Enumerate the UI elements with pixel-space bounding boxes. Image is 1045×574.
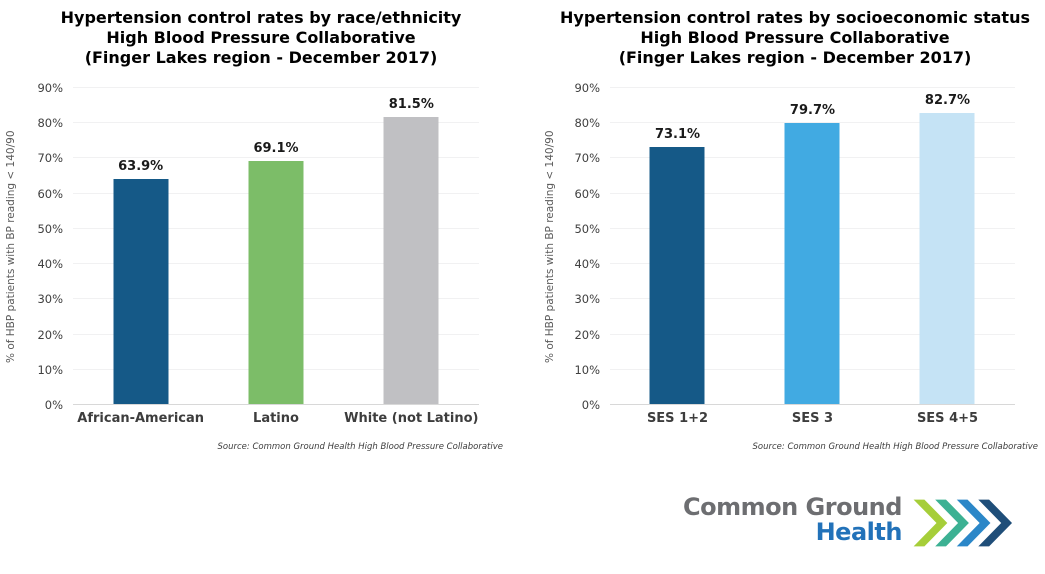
chart-title-line: Hypertension control rates by race/ethni… <box>60 8 462 27</box>
gridline-70 <box>73 157 479 159</box>
plot-area: 0% 10% 20% 30% 40% 50% 60% 70% 80% 90% 73.1% 79.7% 8… <box>574 81 1015 412</box>
y-tick-80: 80% <box>574 116 600 131</box>
x-label-ses-4-5: SES 4+5 <box>916 411 979 426</box>
bar-column-white-not-latino: 81.5% <box>344 88 479 405</box>
x-label-white-not-latino: White (not Latino) <box>344 411 479 426</box>
logo-wordmark: Common Ground Health <box>683 495 902 545</box>
bar-ses-3 <box>784 123 840 404</box>
chart-title: Hypertension control rates by race/ethni… <box>0 8 522 68</box>
y-tick-60: 60% <box>37 186 63 201</box>
bar-ses-4-5 <box>919 112 975 404</box>
y-tick-0: 0% <box>581 398 600 412</box>
y-tick-40: 40% <box>574 257 600 272</box>
chart-title-line: (Finger Lakes region - December 2017) <box>618 48 972 67</box>
chart-title-line: Hypertension control rates by socioecono… <box>560 8 1030 27</box>
x-label-ses-1-2: SES 1+2 <box>646 411 709 426</box>
bar-value-label: 69.1% <box>253 140 299 156</box>
logo-line2: Health <box>815 518 903 546</box>
y-axis-label: % of HBP patients with BP reading < 140/… <box>5 130 17 363</box>
y-tick-20: 20% <box>37 327 63 342</box>
chart-title-line: (Finger Lakes region - December 2017) <box>84 48 438 67</box>
y-tick-80: 80% <box>37 116 63 131</box>
chart-socioeconomic-status: Hypertension control rates by socioecono… <box>523 0 1045 465</box>
chart-title-line: High Blood Pressure Collaborative <box>640 28 950 47</box>
bar-column-latino: 69.1% <box>208 88 343 405</box>
y-axis-label: % of HBP patients with BP reading < 140/… <box>544 130 556 363</box>
y-tick-70: 70% <box>37 151 63 166</box>
source-note: Source: Common Ground Health High Blood … <box>752 442 1038 452</box>
bar-column-ses-4-5: 82.7% <box>880 88 1015 405</box>
bar-ses-1-2 <box>649 146 705 404</box>
gridline-90 <box>73 87 479 88</box>
chevron-icon <box>953 498 993 548</box>
chart-race-ethnicity: Hypertension control rates by race/ethni… <box>0 0 522 465</box>
bar-column-ses-1-2: 73.1% <box>610 88 745 405</box>
chevron-icon <box>931 498 971 548</box>
chevron-icon <box>910 498 950 548</box>
source-note: Source: Common Ground Health High Blood … <box>217 442 503 452</box>
y-tick-10: 10% <box>37 362 63 377</box>
x-axis-line <box>73 404 479 405</box>
x-axis-line <box>610 404 1015 405</box>
x-label-ses-3: SES 3 <box>791 411 834 426</box>
y-tick-10: 10% <box>574 362 600 377</box>
gridline-80 <box>610 122 1015 124</box>
y-tick-20: 20% <box>574 327 600 342</box>
y-tick-50: 50% <box>574 221 600 236</box>
bar-value-label: 79.7% <box>789 103 836 119</box>
bar-value-label: 81.5% <box>388 96 434 112</box>
chart-title: Hypertension control rates by socioecono… <box>534 8 1045 68</box>
bar-value-label: 82.7% <box>924 92 971 108</box>
bar-value-label: 63.9% <box>118 158 164 174</box>
y-tick-90: 90% <box>574 81 600 95</box>
y-tick-30: 30% <box>574 292 600 307</box>
bar-value-label: 73.1% <box>654 126 701 142</box>
bar-white-not-latino <box>383 116 439 404</box>
chevron-icon <box>975 498 1014 548</box>
gridline-90 <box>610 87 1015 88</box>
x-axis-labels: SES 1+2 SES 3 SES 4+5 <box>610 411 1015 426</box>
bar-african-american <box>113 178 169 404</box>
logo-chevrons-icon <box>910 498 1014 548</box>
logo-line1: Common Ground <box>683 493 902 521</box>
bar-column-ses-3: 79.7% <box>745 88 880 405</box>
y-tick-90: 90% <box>37 81 63 95</box>
gridline-80 <box>73 122 479 124</box>
bar-latino <box>248 160 304 404</box>
y-tick-0: 0% <box>44 398 63 412</box>
plot-area: 0% 10% 20% 30% 40% 50% 60% 70% 80% 90% 63.9% 69.1% 8… <box>37 81 479 412</box>
y-tick-50: 50% <box>37 221 63 236</box>
y-tick-30: 30% <box>37 292 63 307</box>
y-tick-40: 40% <box>37 257 63 272</box>
bar-column-african-american: 63.9% <box>73 88 208 405</box>
y-tick-70: 70% <box>574 151 600 166</box>
common-ground-health-logo: Common Ground Health <box>683 495 1015 548</box>
x-label-african-american: African-American <box>77 411 205 426</box>
x-label-latino: Latino <box>253 411 299 426</box>
y-tick-60: 60% <box>574 186 600 201</box>
x-axis-labels: African-American Latino White (not Latino) <box>73 411 479 426</box>
chart-title-line: High Blood Pressure Collaborative <box>106 28 416 47</box>
